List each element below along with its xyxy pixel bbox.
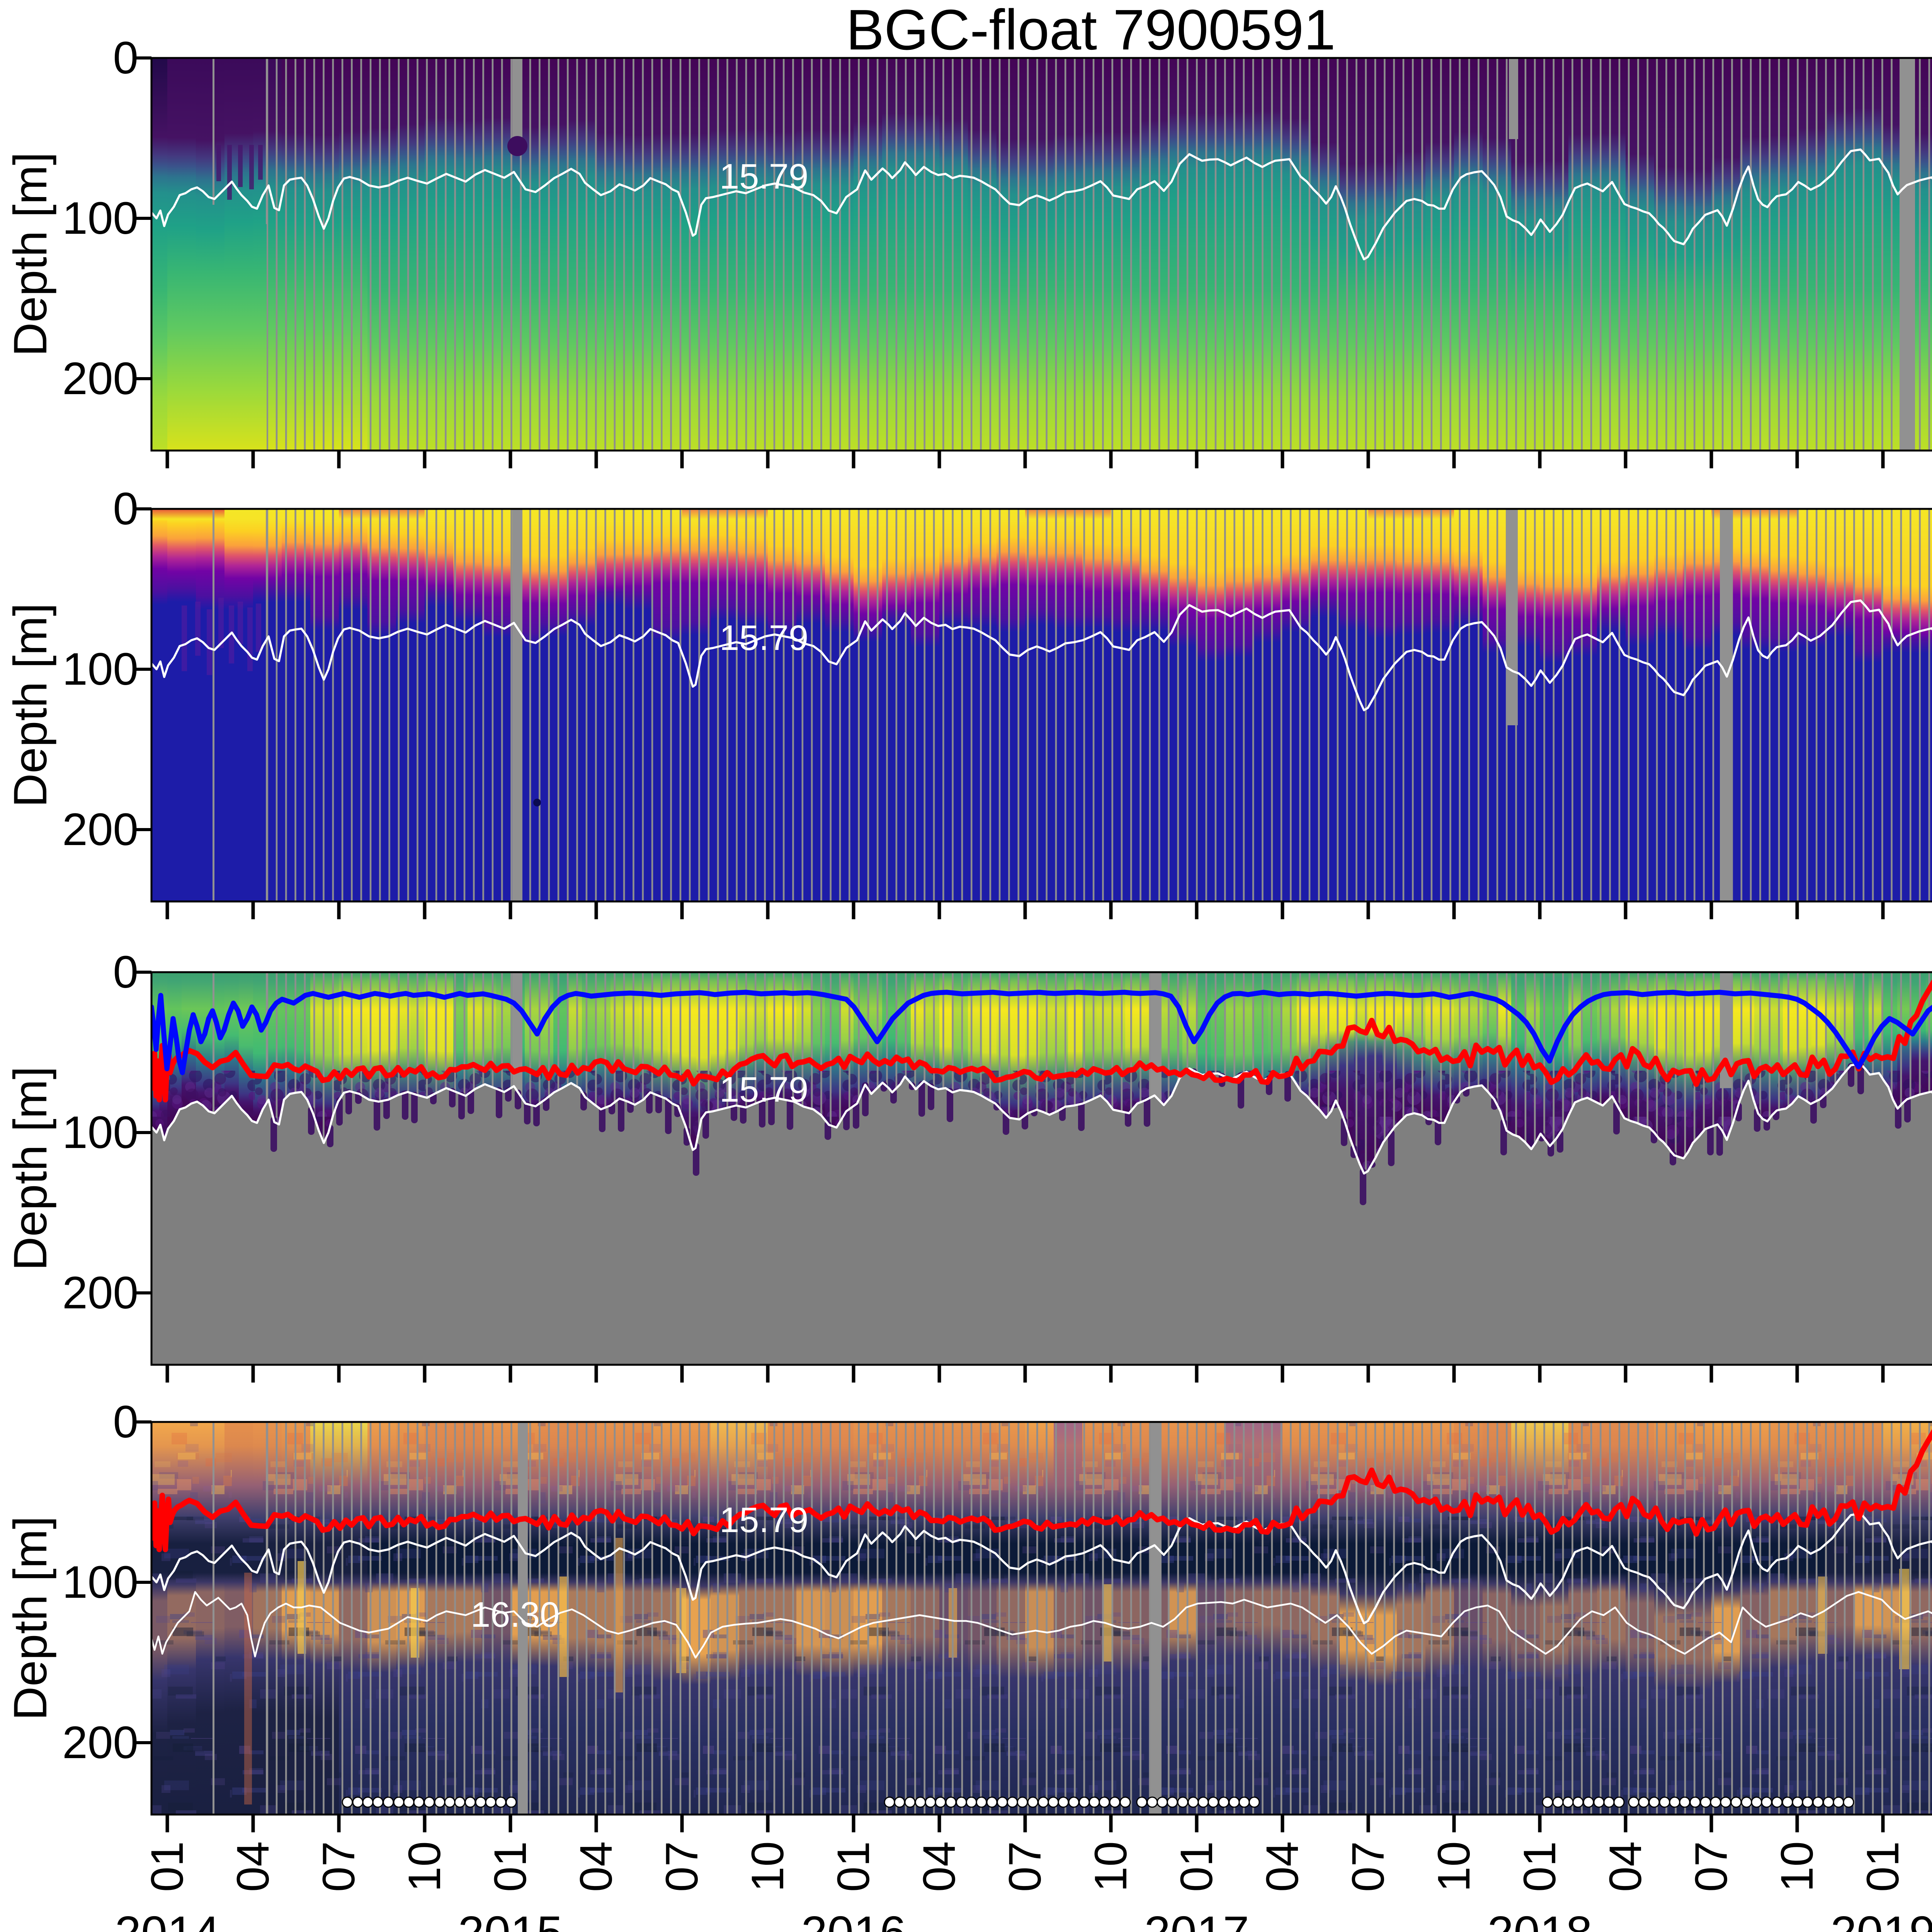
svg-text:01: 01 <box>1171 1841 1222 1892</box>
svg-text:15.79: 15.79 <box>719 1500 808 1540</box>
svg-text:Depth [m]: Depth [m] <box>4 1516 56 1721</box>
svg-text:2017: 2017 <box>1144 1906 1249 1932</box>
svg-text:2015: 2015 <box>458 1906 563 1932</box>
svg-text:07: 07 <box>1686 1841 1737 1892</box>
svg-text:100: 100 <box>62 193 138 244</box>
svg-text:2016: 2016 <box>801 1906 906 1932</box>
svg-text:200: 200 <box>62 1267 138 1318</box>
svg-text:07: 07 <box>1000 1841 1051 1892</box>
svg-text:0: 0 <box>113 1396 138 1447</box>
svg-text:200: 200 <box>62 1717 138 1768</box>
svg-text:07: 07 <box>313 1841 364 1892</box>
svg-text:Depth [m]: Depth [m] <box>4 603 56 808</box>
svg-text:100: 100 <box>62 644 138 695</box>
svg-text:2019: 2019 <box>1830 1906 1932 1932</box>
svg-text:01: 01 <box>1857 1841 1908 1892</box>
svg-text:200: 200 <box>62 353 138 404</box>
svg-text:100: 100 <box>62 1107 138 1158</box>
svg-text:10: 10 <box>1085 1841 1136 1892</box>
svg-text:10: 10 <box>399 1841 450 1892</box>
svg-text:04: 04 <box>571 1841 622 1892</box>
svg-text:10: 10 <box>1772 1841 1823 1892</box>
svg-text:04: 04 <box>1257 1841 1308 1892</box>
svg-text:07: 07 <box>1343 1841 1394 1892</box>
svg-text:BGC-float 7900591: BGC-float 7900591 <box>846 0 1335 62</box>
svg-text:01: 01 <box>828 1841 879 1892</box>
svg-text:04: 04 <box>1600 1841 1651 1892</box>
svg-text:01: 01 <box>142 1841 193 1892</box>
svg-text:10: 10 <box>1429 1841 1480 1892</box>
svg-text:15.79: 15.79 <box>719 1070 808 1109</box>
svg-text:01: 01 <box>485 1841 536 1892</box>
svg-text:07: 07 <box>656 1841 707 1892</box>
svg-text:200: 200 <box>62 804 138 855</box>
svg-text:0: 0 <box>113 483 138 534</box>
svg-text:16.30: 16.30 <box>471 1595 560 1634</box>
svg-text:10: 10 <box>742 1841 793 1892</box>
svg-text:Depth [m]: Depth [m] <box>4 1066 56 1271</box>
svg-text:0: 0 <box>113 32 138 83</box>
svg-text:2014: 2014 <box>115 1906 219 1932</box>
svg-text:Depth [m]: Depth [m] <box>4 152 56 357</box>
svg-text:15.79: 15.79 <box>719 157 808 196</box>
svg-text:04: 04 <box>228 1841 279 1892</box>
svg-text:2018: 2018 <box>1487 1906 1592 1932</box>
svg-text:100: 100 <box>62 1557 138 1608</box>
svg-text:04: 04 <box>914 1841 965 1892</box>
svg-text:01: 01 <box>1514 1841 1565 1892</box>
svg-text:0: 0 <box>113 947 138 998</box>
svg-text:15.79: 15.79 <box>719 618 808 658</box>
